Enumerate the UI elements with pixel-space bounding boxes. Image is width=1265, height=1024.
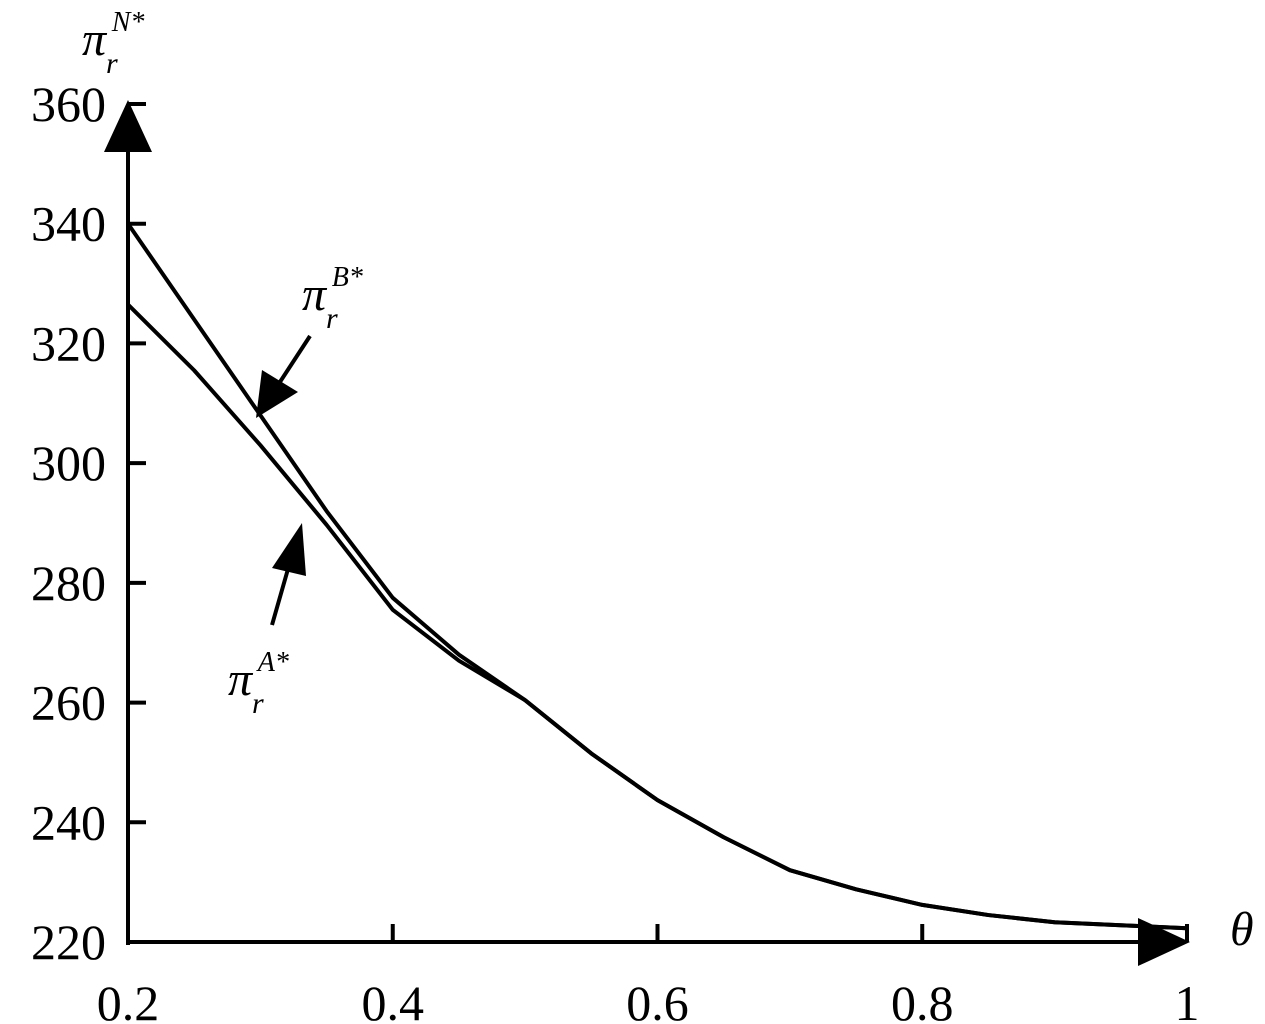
series-label-base: π xyxy=(228,653,254,706)
series-label-sub: r xyxy=(326,302,338,335)
x-axis-arrow xyxy=(1138,918,1190,966)
series-line xyxy=(126,303,1188,931)
series-label-sup: A* xyxy=(256,647,289,678)
y-axis-arrow xyxy=(104,100,152,152)
y-tick-label: 220 xyxy=(31,914,106,970)
y-tick-label: 260 xyxy=(31,675,106,731)
y-label-base: π xyxy=(82,13,108,66)
x-tick-label: 0.8 xyxy=(891,975,954,1024)
x-tick-label: 0.4 xyxy=(362,975,425,1024)
y-tick-label: 280 xyxy=(31,555,106,611)
annotation-arrow xyxy=(276,334,312,387)
series-label-base: π xyxy=(302,268,328,321)
series-label: πr B* xyxy=(302,262,363,335)
x-axis-label: θ xyxy=(1230,903,1254,956)
series-label-sup: B* xyxy=(332,262,363,293)
y-axis-label: πr N* xyxy=(82,7,144,80)
series-label: πr A* xyxy=(228,647,289,720)
y-tick-label: 360 xyxy=(31,76,106,132)
y-tick-label: 300 xyxy=(31,435,106,491)
annotation-arrowhead xyxy=(256,370,298,418)
x-tick-label: 1 xyxy=(1175,975,1200,1024)
y-tick-label: 340 xyxy=(31,196,106,252)
x-tick-label: 0.2 xyxy=(97,975,160,1024)
y-tick-label: 320 xyxy=(31,315,106,371)
annotation-arrowhead xyxy=(272,523,306,576)
annotation-arrow xyxy=(270,561,292,626)
series-label-sub: r xyxy=(252,687,264,720)
x-tick-label: 0.6 xyxy=(626,975,689,1024)
y-label-sub: r xyxy=(106,47,118,80)
y-label-sup: N* xyxy=(111,7,145,38)
y-tick-label: 240 xyxy=(31,794,106,850)
